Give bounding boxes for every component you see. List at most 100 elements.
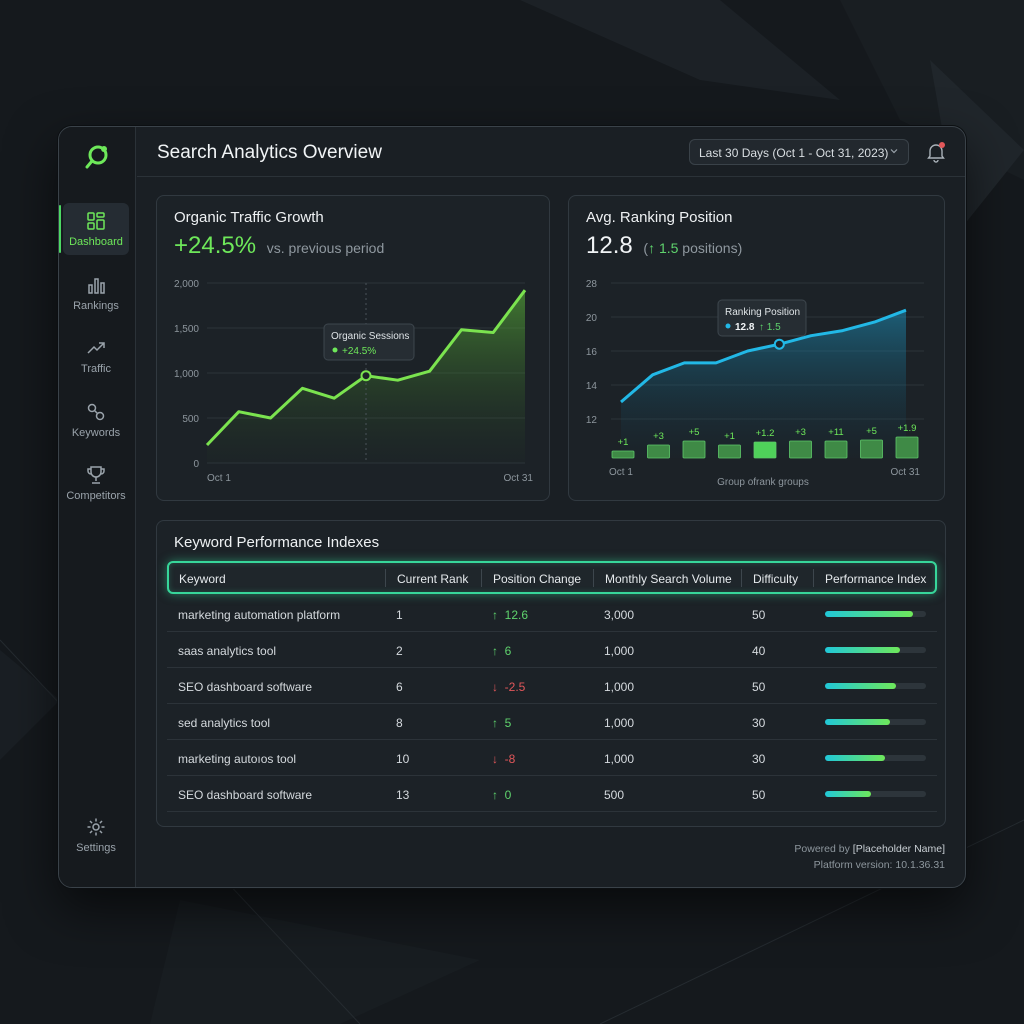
position-change-cell: ↑ 6 bbox=[492, 644, 511, 658]
column-header-performance-index[interactable]: Performance Index bbox=[825, 572, 927, 586]
column-divider bbox=[385, 569, 386, 587]
rank-change-bar bbox=[895, 436, 919, 459]
sidebar-item-label: Traffic bbox=[81, 362, 111, 375]
bar-label: +11 bbox=[828, 427, 843, 438]
tooltip-value: +24.5% bbox=[342, 346, 376, 357]
ranking-position-chart: 12 14 16 20 28 +1 +3 +5 +1 +1.2 +3 +11 +5 +1.9 Oct 1 Oc… bbox=[586, 279, 924, 488]
rank-cell: 8 bbox=[396, 716, 403, 730]
position-change-cell: ↑ 12.6 bbox=[492, 608, 528, 622]
keyword-cell: marketing automation platform bbox=[178, 608, 341, 622]
bar-label: +1.2 bbox=[756, 428, 775, 439]
keywords-icon bbox=[87, 403, 105, 420]
keyword-cell: saas analytics tool bbox=[178, 644, 277, 658]
change-arrow-icon: ↓ bbox=[492, 752, 498, 766]
tooltip-title: Organic Sessions bbox=[331, 331, 409, 342]
sidebar-item-label: Settings bbox=[76, 841, 116, 854]
search-volume-cell: 1,000 bbox=[604, 752, 635, 766]
column-divider bbox=[813, 569, 814, 587]
column-divider bbox=[593, 569, 594, 587]
performance-index-bar bbox=[825, 683, 926, 689]
sidebar-item-traffic[interactable]: Traffic bbox=[63, 330, 129, 382]
y-tick-label: 500 bbox=[182, 414, 199, 425]
sidebar-item-settings[interactable]: Settings bbox=[63, 809, 129, 861]
x-tick-label: Oct 31 bbox=[504, 473, 534, 484]
rank-change-bar bbox=[718, 444, 741, 459]
notification-dot bbox=[939, 142, 945, 148]
search-volume-cell: 3,000 bbox=[604, 608, 635, 622]
sidebar-item-rankings[interactable]: Rankings bbox=[63, 267, 129, 319]
sidebar-item-label: Dashboard bbox=[69, 235, 123, 248]
change-value: -2.5 bbox=[504, 680, 526, 694]
notification-bell-icon[interactable] bbox=[925, 141, 947, 163]
column-header-current-rank[interactable]: Current Rank bbox=[397, 572, 469, 586]
card-title: Organic Traffic Growth bbox=[174, 209, 324, 226]
traffic-highlight-point[interactable] bbox=[360, 370, 372, 382]
footer-powered-by: Powered by [Placeholder Name] bbox=[794, 843, 945, 855]
column-header-difficulty[interactable]: Difficulty bbox=[753, 572, 799, 586]
sidebar-item-competitors[interactable]: Competitors bbox=[63, 457, 129, 509]
date-range-select[interactable]: Last 30 Days (Oct 1 - Oct 31, 2023) bbox=[689, 139, 909, 165]
change-arrow-icon: ↑ bbox=[492, 716, 498, 730]
bar-label: +3 bbox=[795, 427, 806, 438]
performance-index-bar bbox=[825, 719, 926, 725]
performance-index-fill bbox=[825, 683, 896, 689]
app-logo-icon bbox=[85, 145, 108, 169]
sidebar-item-dashboard[interactable]: Dashboard bbox=[59, 203, 129, 255]
keyword-performance-card: Keyword Performance Indexes Keyword Curr… bbox=[156, 520, 946, 827]
bar-label: +1.9 bbox=[898, 423, 917, 434]
trend-icon bbox=[87, 341, 105, 354]
table-row[interactable]: sed analytics tool 8 ↑ 5 1,000 30 bbox=[167, 704, 937, 740]
traffic-growth-percent: +24.5% bbox=[174, 232, 257, 259]
search-volume-cell: 1,000 bbox=[604, 644, 635, 658]
tooltip-change: ↑ 1.5 bbox=[759, 322, 781, 333]
difficulty-cell: 30 bbox=[752, 716, 766, 730]
bar-label: +1 bbox=[618, 437, 629, 448]
performance-index-fill bbox=[825, 755, 885, 761]
table-row[interactable]: marketing automation platform 1 ↑ 12.6 3,00… bbox=[167, 596, 937, 632]
organic-traffic-card: 0 500 1,000 1,500 2,000 Oct 1 Oct 31 Organic Se… bbox=[156, 195, 550, 501]
x-tick-label: Oct 31 bbox=[891, 467, 921, 478]
difficulty-cell: 50 bbox=[752, 608, 766, 622]
rank-change-bar bbox=[682, 440, 706, 459]
sidebar-item-keywords[interactable]: Keywords bbox=[63, 394, 129, 446]
table-row[interactable]: saas analytics tool 2 ↑ 6 1,000 40 bbox=[167, 632, 937, 668]
table-row[interactable]: SEO dashboard software 13 ↑ 0 500 50 bbox=[167, 776, 937, 812]
sidebar-item-label: Competitors bbox=[66, 489, 126, 502]
chevron-down-icon bbox=[890, 149, 898, 154]
powered-by-name: [Placeholder Name] bbox=[852, 843, 945, 855]
change-value: -8 bbox=[504, 752, 516, 766]
column-header-search-volume[interactable]: Monthly Search Volume bbox=[605, 572, 732, 586]
keyword-cell: SEO dashboard software bbox=[178, 680, 313, 694]
bar-label: +5 bbox=[866, 426, 877, 437]
performance-index-fill bbox=[825, 719, 890, 725]
sidebar-item-label: Rankings bbox=[73, 299, 119, 312]
paren-open: ( bbox=[643, 240, 649, 256]
x-tick-label: Oct 1 bbox=[609, 467, 633, 478]
card-title: Keyword Performance Indexes bbox=[174, 534, 380, 551]
table-row[interactable]: SEO dashboard software 6 ↓ -2.5 1,000 50 bbox=[167, 668, 937, 704]
card-title: Avg. Ranking Position bbox=[586, 209, 733, 226]
rank-cell: 6 bbox=[396, 680, 403, 694]
sidebar: Dashboard Rankings Traffic Keywords bbox=[59, 127, 136, 887]
ranking-highlight-point[interactable] bbox=[773, 338, 785, 350]
y-tick-label: 1,000 bbox=[174, 369, 199, 380]
bar-label: +5 bbox=[689, 427, 700, 438]
position-change-cell: ↓ -8 bbox=[492, 752, 515, 766]
ranking-value: 12.8 (↑ 1.5 positions) bbox=[586, 232, 742, 260]
table-row[interactable]: marketing autoıos tool 10 ↓ -8 1,000 30 bbox=[167, 740, 937, 776]
ranking-position-card: 12 14 16 20 28 +1 +3 +5 +1 +1.2 +3 +11 +5 +1.9 Oct 1 Oc… bbox=[568, 195, 945, 501]
sidebar-item-label: Keywords bbox=[71, 426, 121, 439]
app-window: Dashboard Rankings Traffic Keywords bbox=[58, 126, 966, 888]
keyword-cell: sed analytics tool bbox=[178, 716, 271, 730]
traffic-growth-value: +24.5% vs. previous period bbox=[174, 232, 384, 260]
column-header-position-change[interactable]: Position Change bbox=[493, 572, 582, 586]
change-arrow-icon: ↑ bbox=[492, 608, 498, 622]
page-title: Search Analytics Overview bbox=[157, 142, 382, 163]
dashboard-icon bbox=[87, 211, 105, 230]
difficulty-cell: 50 bbox=[752, 788, 766, 802]
search-volume-cell: 500 bbox=[604, 788, 625, 802]
performance-index-fill bbox=[825, 647, 900, 653]
trophy-icon bbox=[87, 465, 105, 484]
bar-label: +1 bbox=[724, 431, 735, 442]
column-header-keyword[interactable]: Keyword bbox=[179, 572, 226, 586]
